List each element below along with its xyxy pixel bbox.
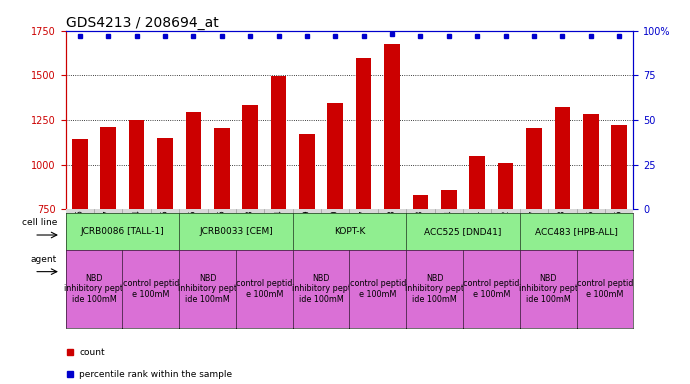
Text: GSM542405: GSM542405 bbox=[586, 210, 595, 264]
Text: GSM542401: GSM542401 bbox=[473, 210, 482, 264]
Bar bbox=[328, 103, 343, 209]
Bar bbox=[299, 134, 315, 209]
Bar bbox=[270, 76, 286, 209]
Text: GSM542394: GSM542394 bbox=[274, 210, 283, 264]
Text: GSM542398: GSM542398 bbox=[388, 210, 397, 264]
Bar bbox=[413, 195, 428, 209]
Text: JCRB0086 [TALL-1]: JCRB0086 [TALL-1] bbox=[81, 227, 164, 236]
Bar bbox=[72, 139, 88, 209]
Text: control peptid
e 100mM: control peptid e 100mM bbox=[350, 279, 406, 299]
Bar bbox=[157, 138, 172, 209]
Text: control peptid
e 100mM: control peptid e 100mM bbox=[463, 279, 520, 299]
Text: GDS4213 / 208694_at: GDS4213 / 208694_at bbox=[66, 16, 218, 30]
Text: percentile rank within the sample: percentile rank within the sample bbox=[79, 370, 233, 379]
Text: GSM542399: GSM542399 bbox=[302, 210, 311, 264]
Text: GSM518496: GSM518496 bbox=[75, 210, 84, 264]
Bar bbox=[583, 114, 599, 209]
Text: cell line: cell line bbox=[22, 218, 57, 227]
Bar bbox=[469, 156, 485, 209]
Text: NBD
inhibitory pept
ide 100mM: NBD inhibitory pept ide 100mM bbox=[519, 274, 578, 304]
Text: control peptid
e 100mM: control peptid e 100mM bbox=[236, 279, 293, 299]
Bar bbox=[242, 105, 258, 209]
Bar bbox=[526, 128, 542, 209]
Bar bbox=[214, 127, 230, 209]
Text: NBD
inhibitory pept
ide 100mM: NBD inhibitory pept ide 100mM bbox=[178, 274, 237, 304]
Text: NBD
inhibitory pept
ide 100mM: NBD inhibitory pept ide 100mM bbox=[405, 274, 464, 304]
Text: agent: agent bbox=[31, 255, 57, 263]
Bar bbox=[356, 58, 371, 209]
Text: GSM542397: GSM542397 bbox=[359, 210, 368, 264]
Text: GSM542393: GSM542393 bbox=[246, 210, 255, 264]
Text: control peptid
e 100mM: control peptid e 100mM bbox=[123, 279, 179, 299]
Text: GSM542403: GSM542403 bbox=[416, 210, 425, 264]
Text: GSM542395: GSM542395 bbox=[189, 210, 198, 264]
Text: ACC483 [HPB-ALL]: ACC483 [HPB-ALL] bbox=[535, 227, 618, 236]
Text: KOPT-K: KOPT-K bbox=[334, 227, 365, 236]
Text: GSM542402: GSM542402 bbox=[501, 210, 510, 264]
Text: GSM542408: GSM542408 bbox=[558, 210, 567, 264]
Text: ACC525 [DND41]: ACC525 [DND41] bbox=[424, 227, 502, 236]
Bar bbox=[129, 120, 144, 209]
Text: NBD
inhibitory pept
ide 100mM: NBD inhibitory pept ide 100mM bbox=[64, 274, 124, 304]
Text: control peptid
e 100mM: control peptid e 100mM bbox=[577, 279, 633, 299]
Text: GSM542404: GSM542404 bbox=[444, 210, 453, 264]
Text: GSM542406: GSM542406 bbox=[615, 210, 624, 264]
Text: JCRB0033 [CEM]: JCRB0033 [CEM] bbox=[199, 227, 273, 236]
Bar bbox=[186, 112, 201, 209]
Bar bbox=[555, 107, 570, 209]
Text: GSM542396: GSM542396 bbox=[217, 210, 226, 264]
Bar bbox=[611, 125, 627, 209]
Text: GSM518494: GSM518494 bbox=[132, 210, 141, 264]
Text: NBD
inhibitory pept
ide 100mM: NBD inhibitory pept ide 100mM bbox=[292, 274, 351, 304]
Text: GSM518495: GSM518495 bbox=[161, 210, 170, 264]
Bar bbox=[384, 43, 400, 209]
Text: GSM542407: GSM542407 bbox=[529, 210, 538, 264]
Bar bbox=[100, 127, 116, 209]
Text: GSM518497: GSM518497 bbox=[104, 210, 112, 264]
Text: GSM542400: GSM542400 bbox=[331, 210, 339, 264]
Bar bbox=[441, 190, 457, 209]
Text: count: count bbox=[79, 348, 105, 357]
Bar bbox=[498, 163, 513, 209]
